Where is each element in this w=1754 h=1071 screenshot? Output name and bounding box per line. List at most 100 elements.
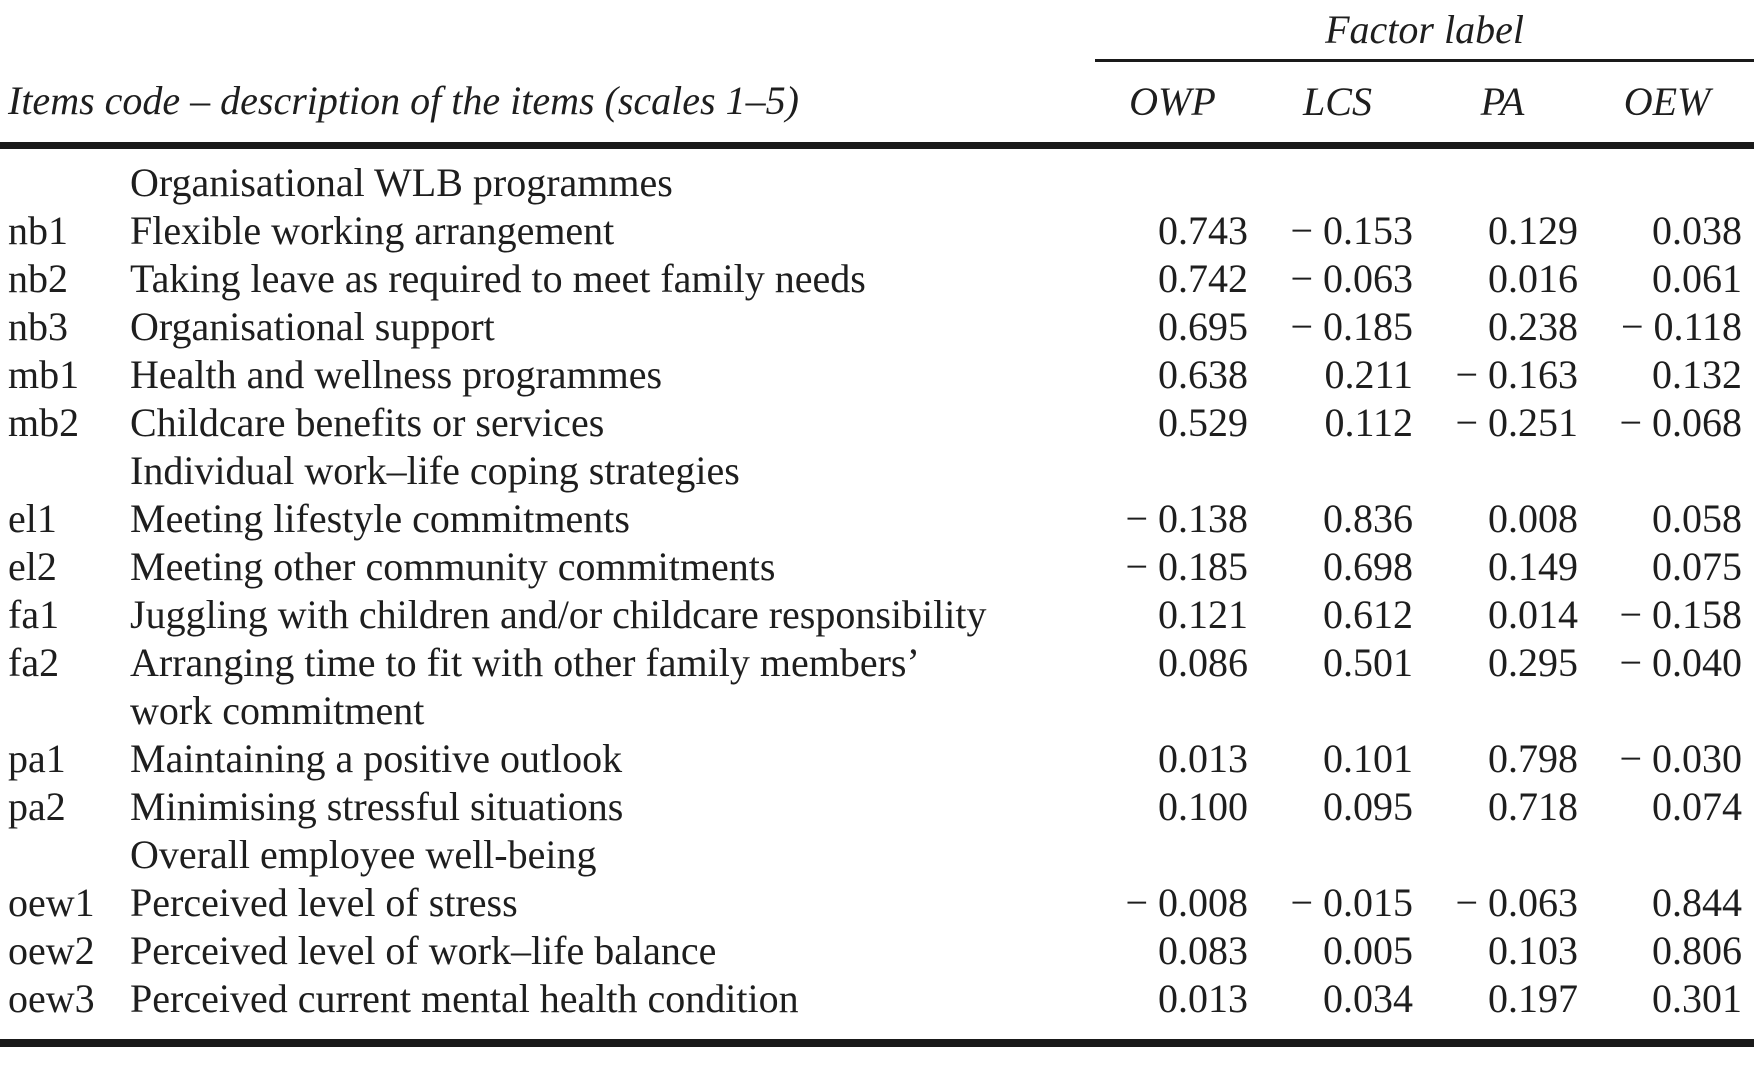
table-body: Organisational WLB programmes nb1 Flexible… xyxy=(0,145,1754,1047)
item-description-continued: work commitment xyxy=(130,687,425,733)
item-row: nb3 Organisational support 0.695 − 0.185 0.2… xyxy=(0,303,1754,351)
loading-value: 0.016 xyxy=(1488,255,1578,301)
item-row: fa2 Arranging time to fit with other fami… xyxy=(0,639,1754,687)
item-description: Health and wellness programmes xyxy=(130,351,663,397)
loading-value: 0.132 xyxy=(1652,351,1743,397)
empty-values xyxy=(1095,687,1754,735)
loading-value: − 0.153 xyxy=(1290,207,1413,253)
column-header-pa: PA xyxy=(1425,60,1590,149)
loading-value: − 0.163 xyxy=(1455,351,1578,397)
loading-value: 0.698 xyxy=(1323,543,1413,589)
loading-value: 0.798 xyxy=(1488,735,1578,781)
loading-value: 0.806 xyxy=(1652,927,1743,973)
loading-value: − 0.068 xyxy=(1619,399,1743,445)
loading-value: 0.121 xyxy=(1158,591,1248,637)
column-header-oew: OEW xyxy=(1590,60,1754,149)
loading-value: 0.836 xyxy=(1323,495,1413,541)
item-row: mb1 Health and wellness programmes 0.638 0.… xyxy=(0,351,1754,399)
code-cell-empty xyxy=(0,145,130,207)
loading-value: 0.038 xyxy=(1652,207,1743,253)
loading-value: − 0.040 xyxy=(1619,639,1743,685)
loading-value: 0.238 xyxy=(1488,303,1578,349)
loading-value: 0.149 xyxy=(1488,543,1578,589)
item-description: Arranging time to fit with other family … xyxy=(130,639,920,685)
loading-value: 0.129 xyxy=(1488,207,1578,253)
loading-value: 0.058 xyxy=(1652,495,1743,541)
loading-value: 0.083 xyxy=(1158,927,1248,973)
section-header-row: Organisational WLB programmes xyxy=(0,145,1754,207)
loading-value: 0.743 xyxy=(1158,207,1248,253)
loading-value: 0.301 xyxy=(1590,974,1754,1047)
item-description: Childcare benefits or services xyxy=(130,399,605,445)
item-code: el2 xyxy=(8,543,57,589)
item-row: nb2 Taking leave as required to meet fami… xyxy=(0,255,1754,303)
loading-value: 0.034 xyxy=(1260,974,1425,1047)
items-code-column-header: Items code – description of the items (s… xyxy=(0,60,1095,149)
item-row: oew1 Perceived level of stress − 0.008 − 0.… xyxy=(0,879,1754,927)
item-row: el1 Meeting lifestyle commitments − 0.138 0… xyxy=(0,495,1754,543)
loading-value: 0.008 xyxy=(1488,495,1578,541)
item-description: Juggling with children and/or childcare … xyxy=(130,591,987,637)
loading-value: 0.612 xyxy=(1323,591,1413,637)
code-cell-empty xyxy=(0,687,130,735)
loading-value: 0.211 xyxy=(1324,351,1413,397)
column-header-lcs: LCS xyxy=(1260,60,1425,149)
item-row: nb1 Flexible working arrangement 0.743 − 0.… xyxy=(0,207,1754,255)
loading-value: 0.013 xyxy=(1095,974,1260,1047)
item-code: fa1 xyxy=(8,591,60,637)
item-description: Minimising stressful situations xyxy=(130,783,624,829)
loading-value: 0.695 xyxy=(1158,303,1248,349)
loading-value: 0.061 xyxy=(1652,255,1743,301)
factor-loadings-table: Factor label Items code – description of… xyxy=(0,0,1754,1047)
code-cell-empty xyxy=(0,831,130,879)
item-code: fa2 xyxy=(8,639,60,685)
item-row: oew3 Perceived current mental health cond… xyxy=(0,974,1754,1047)
table-header: Factor label Items code – description of… xyxy=(0,0,1754,149)
loading-value: − 0.015 xyxy=(1290,879,1413,925)
item-code: nb3 xyxy=(8,303,68,349)
item-code: el1 xyxy=(8,495,57,541)
loading-value: 0.844 xyxy=(1652,879,1743,925)
item-description: Perceived level of work–life balance xyxy=(130,927,717,973)
loading-value: − 0.185 xyxy=(1290,303,1413,349)
item-row: fa1 Juggling with children and/or childca… xyxy=(0,591,1754,639)
factor-label-row: Factor label xyxy=(0,0,1754,62)
loading-value: − 0.063 xyxy=(1290,255,1413,301)
loading-value: − 0.008 xyxy=(1125,879,1248,925)
item-code: pa1 xyxy=(8,735,66,781)
item-row: pa2 Minimising stressful situations 0.100 0… xyxy=(0,783,1754,831)
loading-value: 0.638 xyxy=(1158,351,1248,397)
item-row-continuation: work commitment xyxy=(0,687,1754,735)
header-spacer xyxy=(0,0,1095,60)
item-description: Perceived current mental health conditio… xyxy=(130,974,1095,1047)
loading-value: 0.718 xyxy=(1488,783,1578,829)
item-description: Flexible working arrangement xyxy=(130,207,615,253)
loading-value: 0.013 xyxy=(1158,735,1248,781)
factor-label-heading: Factor label xyxy=(1095,0,1754,62)
item-code: mb1 xyxy=(8,351,80,397)
column-headers-row: Items code – description of the items (s… xyxy=(0,60,1754,149)
item-row: oew2 Perceived level of work–life balance… xyxy=(0,927,1754,975)
loading-value: 0.295 xyxy=(1488,639,1578,685)
loading-value: 0.112 xyxy=(1324,399,1413,445)
item-description: Maintaining a positive outlook xyxy=(130,735,623,781)
item-code: pa2 xyxy=(8,783,66,829)
loading-value: − 0.138 xyxy=(1125,495,1248,541)
item-code: oew3 xyxy=(0,974,130,1047)
section-title: Individual work–life coping strategies xyxy=(130,447,740,493)
loading-value: 0.014 xyxy=(1488,591,1578,637)
loading-value: − 0.030 xyxy=(1619,735,1743,781)
loading-value: − 0.063 xyxy=(1455,879,1578,925)
section-title: Overall employee well-being xyxy=(130,831,597,877)
item-row: el2 Meeting other community commitments − … xyxy=(0,543,1754,591)
item-description: Meeting lifestyle commitments xyxy=(130,495,630,541)
item-code: nb2 xyxy=(8,255,68,301)
item-description: Meeting other community commitments xyxy=(130,543,776,589)
loading-value: 0.100 xyxy=(1158,783,1248,829)
loading-value: − 0.185 xyxy=(1125,543,1248,589)
loading-value: − 0.251 xyxy=(1455,399,1578,445)
section-header-row: Overall employee well-being xyxy=(0,831,1754,879)
item-row: mb2 Childcare benefits or services 0.529 0.… xyxy=(0,399,1754,447)
loading-value: 0.095 xyxy=(1323,783,1413,829)
